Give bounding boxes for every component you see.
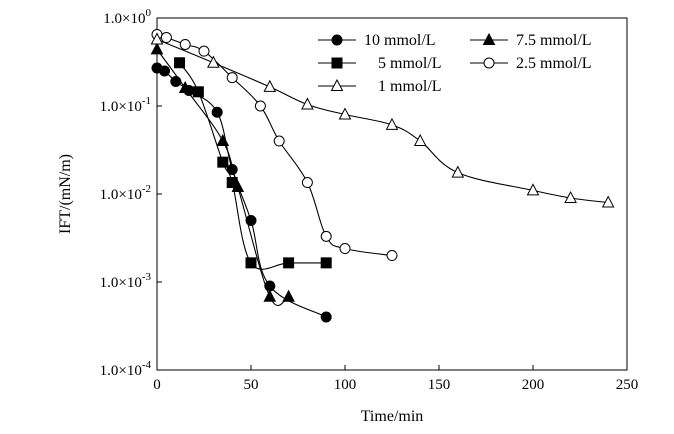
data-point bbox=[320, 257, 332, 269]
y-tick-exponent: 0 bbox=[146, 7, 152, 19]
legend-label: 1 mmol/L bbox=[378, 78, 442, 95]
data-point bbox=[198, 45, 210, 57]
y-tick-label: 1.0×10-1 bbox=[100, 95, 151, 115]
data-point bbox=[192, 86, 204, 98]
x-tick-label: 0 bbox=[153, 377, 161, 393]
data-point bbox=[386, 250, 398, 262]
y-tick-label: 1.0×10-2 bbox=[100, 183, 151, 203]
series-0 bbox=[151, 62, 332, 323]
y-tick-label: 1.0×10-4 bbox=[100, 359, 152, 379]
data-point bbox=[282, 289, 295, 302]
data-point bbox=[174, 57, 186, 69]
legend-item: 2.5 mmol/L bbox=[470, 55, 592, 72]
y-tick-mantissa: 1.0×10 bbox=[100, 275, 142, 291]
data-point bbox=[211, 106, 223, 118]
y-tick-mantissa: 1.0×10 bbox=[100, 99, 142, 115]
data-point bbox=[178, 80, 192, 94]
data-point bbox=[526, 183, 540, 196]
y-tick-label: 1.0×10-3 bbox=[100, 271, 152, 291]
data-point bbox=[451, 165, 465, 178]
data-point bbox=[245, 257, 257, 269]
series-line bbox=[156, 33, 393, 257]
axis-ticks: 0 50 100 150 200 2501.0×1001.0×10-11.0×10-21.… bbox=[100, 7, 639, 393]
y-tick-exponent: -3 bbox=[142, 271, 152, 283]
data-point bbox=[301, 97, 314, 110]
data-point bbox=[263, 289, 277, 302]
legend-label: 5 mmol/L bbox=[378, 55, 442, 72]
x-tick-label: 150 bbox=[428, 377, 451, 393]
legend: 10 mmol/L 7.5 mmol/L 5 mmol/L 2.5 mmol/L 1 m… bbox=[318, 32, 592, 95]
y-tick-mantissa: 1.0×10 bbox=[100, 363, 142, 379]
data-point bbox=[564, 190, 577, 204]
data-point bbox=[283, 257, 295, 269]
series-line bbox=[156, 67, 327, 318]
data-point bbox=[217, 156, 229, 168]
legend-marker bbox=[331, 34, 343, 46]
series-3 bbox=[151, 28, 398, 262]
data-point bbox=[273, 135, 285, 147]
data-point bbox=[160, 32, 172, 44]
data-point bbox=[216, 133, 230, 147]
data-point bbox=[207, 55, 220, 68]
x-tick-label: 250 bbox=[616, 377, 639, 393]
x-tick-label: 50 bbox=[244, 377, 259, 393]
legend-marker bbox=[483, 57, 495, 69]
legend-label: 2.5 mmol/L bbox=[516, 55, 592, 72]
series-1 bbox=[150, 42, 295, 306]
y-tick-exponent: -1 bbox=[142, 95, 151, 107]
data-point bbox=[338, 107, 352, 120]
x-tick-label: 100 bbox=[334, 377, 357, 393]
y-tick-mantissa: 1.0×10 bbox=[100, 187, 142, 203]
legend-item: 7.5 mmol/L bbox=[470, 32, 592, 49]
x-axis-title: Time/min bbox=[361, 408, 424, 425]
y-tick-exponent: -4 bbox=[142, 359, 152, 371]
data-point bbox=[170, 75, 182, 87]
data-point bbox=[263, 79, 277, 92]
data-point bbox=[413, 133, 427, 147]
legend-item: 1 mmol/L bbox=[318, 78, 442, 95]
data-point bbox=[601, 195, 615, 208]
legend-label: 7.5 mmol/L bbox=[516, 32, 592, 49]
legend-item: 10 mmol/L bbox=[318, 32, 436, 49]
series-layer bbox=[150, 28, 615, 323]
data-point bbox=[179, 38, 191, 50]
x-tick-label: 200 bbox=[522, 377, 545, 393]
data-point bbox=[320, 230, 332, 242]
legend-marker bbox=[331, 57, 343, 69]
y-tick-label: 1.0×100 bbox=[103, 7, 151, 27]
legend-marker bbox=[330, 78, 344, 91]
legend-label: 10 mmol/L bbox=[364, 32, 436, 49]
data-point bbox=[159, 65, 171, 77]
data-point bbox=[254, 100, 266, 112]
y-tick-mantissa: 1.0×10 bbox=[103, 11, 145, 27]
series-2 bbox=[174, 57, 332, 270]
data-point bbox=[301, 177, 313, 189]
data-point bbox=[150, 32, 164, 45]
data-point bbox=[245, 214, 257, 226]
data-point bbox=[385, 117, 399, 130]
data-point bbox=[226, 177, 238, 189]
data-point bbox=[339, 243, 351, 255]
y-axis-title: IFT/(mN/m) bbox=[57, 154, 74, 234]
y-tick-exponent: -2 bbox=[142, 183, 151, 195]
data-point bbox=[150, 42, 164, 55]
legend-marker bbox=[482, 32, 496, 45]
legend-item: 5 mmol/L bbox=[318, 55, 442, 72]
series-4 bbox=[150, 32, 615, 208]
data-point bbox=[226, 72, 238, 84]
data-point bbox=[320, 311, 332, 323]
